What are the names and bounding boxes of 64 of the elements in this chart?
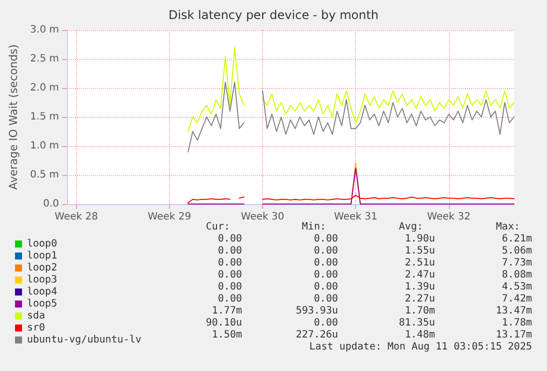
y-tick-label: 0.5 m: [30, 170, 59, 180]
text: 0.00: [314, 282, 338, 292]
text: 1.78m: [502, 318, 532, 328]
text: 0.00: [314, 246, 338, 256]
text: 0.00: [314, 258, 338, 268]
text: 0.00: [218, 246, 242, 256]
text: 1.55u: [404, 246, 435, 256]
y-tick-label: 2.0 m: [30, 82, 59, 94]
text: 1.70m: [404, 306, 435, 316]
text: 227.26u: [296, 330, 338, 340]
text: 593.93u: [296, 306, 338, 316]
text: 1.77m: [212, 306, 242, 316]
text: 90.10u: [206, 318, 242, 328]
x-tick-label: Week 32: [427, 212, 470, 222]
legend-label: sr0: [27, 322, 46, 334]
legend-label: loop0: [27, 238, 58, 250]
text: Last update: Mon Aug 11 03:05:15 2025: [309, 342, 532, 352]
text: 7.42m: [502, 294, 532, 304]
x-tick-label: Week 30: [240, 212, 284, 222]
y-tick-label: 3.0 m: [30, 24, 59, 36]
text: 1.48m: [404, 330, 435, 340]
x-tick-label: Week 31: [334, 212, 378, 222]
text: 1.39u: [404, 282, 435, 292]
text: 4.53m: [502, 282, 532, 292]
text: 2.51u: [404, 258, 435, 268]
text: 2.47u: [404, 270, 435, 280]
text: 0.00: [314, 294, 338, 304]
text: Avg:: [398, 222, 423, 232]
text: Max:: [496, 222, 520, 232]
text: 5.06m: [502, 246, 532, 256]
text: 2.27u: [404, 294, 435, 304]
text: 8.08m: [502, 270, 532, 280]
text: 0.00: [218, 282, 242, 292]
legend-label: loop5: [27, 298, 58, 310]
y-tick-label: 2.5 m: [30, 54, 59, 64]
text: 0.00: [314, 318, 338, 328]
text: 0.00: [218, 294, 242, 304]
legend-label: loop1: [27, 250, 58, 262]
legend-label: ubuntu-vg/ubuntu-lv: [27, 334, 142, 346]
text: 13.17m: [496, 330, 532, 340]
legend-label: loop4: [27, 286, 58, 298]
x-tick-label: Week 28: [54, 212, 98, 222]
chart-title: Disk latency per device - by month: [168, 8, 379, 22]
text: 81.35u: [398, 318, 435, 328]
text: 0.00: [218, 270, 242, 280]
text: Cur:: [206, 222, 230, 232]
text: 0.00: [218, 234, 242, 244]
y-tick-label: 0.0: [43, 198, 59, 210]
text: Min:: [302, 222, 326, 232]
text: 1.50m: [212, 330, 242, 340]
text: 0.00: [314, 234, 338, 244]
legend-label: loop2: [27, 262, 58, 274]
text: 0.00: [218, 258, 242, 268]
text: 13.47m: [496, 306, 532, 316]
text: 6.21m: [502, 234, 532, 244]
text: 1.90u: [404, 234, 435, 244]
legend-label: loop3: [27, 274, 58, 286]
x-tick-label: Week 29: [148, 212, 192, 222]
text: 0.00: [314, 270, 338, 280]
y-tick-label: 1.0 m: [30, 140, 59, 152]
legend-label: sda: [27, 310, 46, 322]
y-tick-label: 1.5 m: [30, 112, 59, 122]
text: 7.73m: [502, 258, 532, 268]
y-axis-title: Average IO Wait (seconds): [7, 44, 20, 190]
